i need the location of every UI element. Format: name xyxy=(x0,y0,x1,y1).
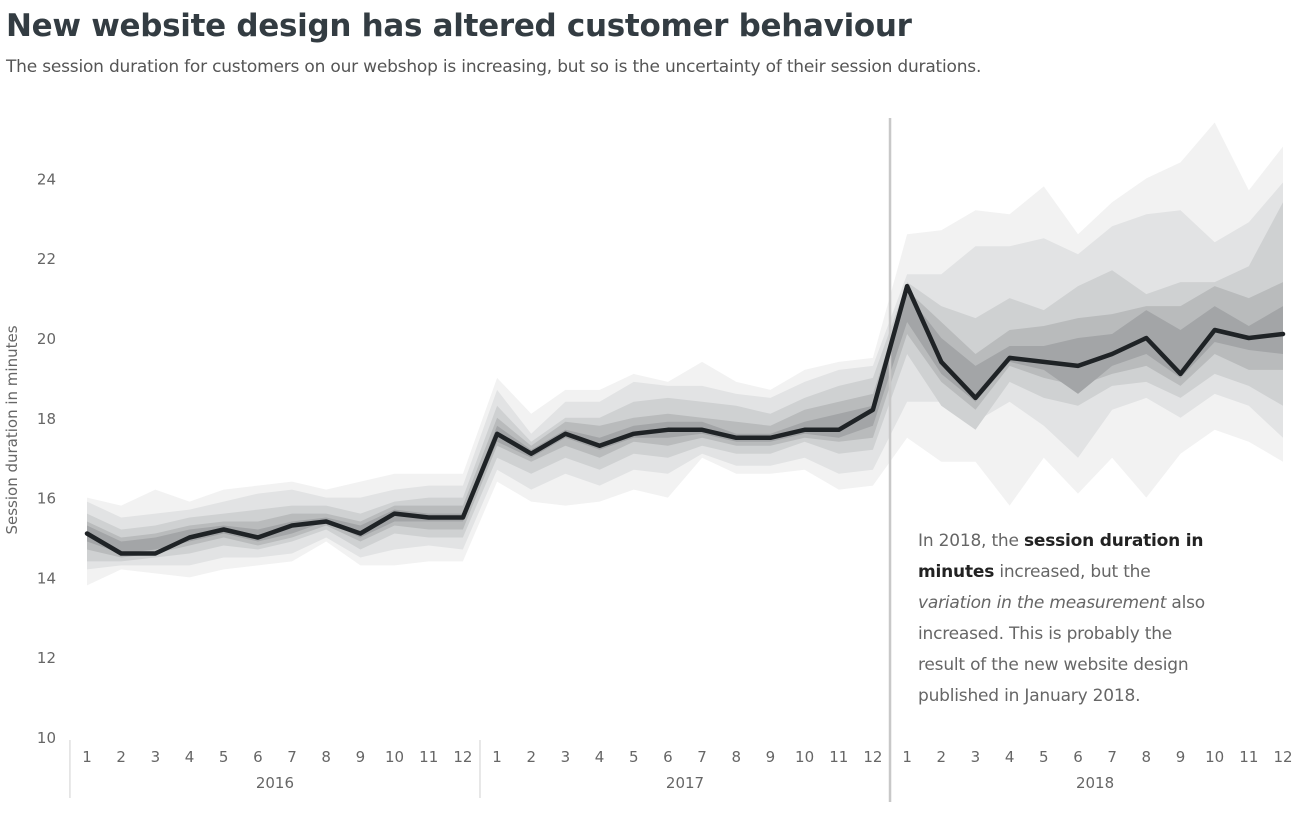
x-tick-label: 10 xyxy=(1205,748,1224,766)
x-tick-label: 5 xyxy=(629,748,639,766)
y-tick-label: 24 xyxy=(37,170,56,188)
x-tick-label: 11 xyxy=(419,748,438,766)
x-year-label: 2016 xyxy=(256,774,294,792)
x-tick-label: 6 xyxy=(663,748,673,766)
x-tick-label: 10 xyxy=(385,748,404,766)
x-tick-label: 11 xyxy=(1239,748,1258,766)
annotation-text-1: In 2018, the xyxy=(918,531,1024,551)
x-tick-label: 4 xyxy=(185,748,195,766)
x-tick-label: 9 xyxy=(356,748,366,766)
x-tick-label: 7 xyxy=(287,748,297,766)
x-tick-label: 7 xyxy=(697,748,707,766)
x-tick-label: 2 xyxy=(116,748,126,766)
y-tick-label: 22 xyxy=(37,250,56,268)
x-tick-label: 2 xyxy=(526,748,536,766)
x-tick-label: 8 xyxy=(321,748,331,766)
uncertainty-band-80 xyxy=(87,182,1283,570)
x-tick-label: 4 xyxy=(1005,748,1015,766)
y-tick-label: 10 xyxy=(37,729,56,747)
x-tick-label: 11 xyxy=(829,748,848,766)
uncertainty-band-10 xyxy=(87,294,1283,554)
annotation-italic: variation in the measurement xyxy=(918,593,1167,613)
y-tick-label: 12 xyxy=(37,649,56,667)
x-tick-label: 12 xyxy=(863,748,882,766)
chart-annotation: In 2018, the session duration in minutes… xyxy=(918,526,1218,712)
x-tick-label: 3 xyxy=(971,748,981,766)
x-tick-label: 1 xyxy=(82,748,92,766)
chart-subtitle: The session duration for customers on ou… xyxy=(6,57,982,77)
x-year-label: 2017 xyxy=(666,774,704,792)
y-tick-label: 16 xyxy=(37,490,56,508)
x-tick-label: 7 xyxy=(1107,748,1117,766)
y-tick-label: 18 xyxy=(37,410,56,428)
annotation-text-2: increased, but the xyxy=(994,562,1151,582)
x-tick-label: 3 xyxy=(561,748,571,766)
x-tick-label: 8 xyxy=(1142,748,1152,766)
x-tick-label: 3 xyxy=(151,748,161,766)
x-year-label: 2018 xyxy=(1076,774,1114,792)
y-tick-label: 14 xyxy=(37,569,56,587)
x-tick-label: 10 xyxy=(795,748,814,766)
x-tick-label: 9 xyxy=(766,748,776,766)
annotation-text-3: also increased. This is probably the res… xyxy=(918,593,1205,706)
x-tick-label: 12 xyxy=(1273,748,1292,766)
x-tick-label: 8 xyxy=(731,748,741,766)
uncertainty-band-25 xyxy=(87,282,1283,558)
uncertainty-band-95 xyxy=(87,122,1283,586)
y-tick-label: 20 xyxy=(37,330,56,348)
x-tick-label: 4 xyxy=(595,748,605,766)
x-tick-label: 1 xyxy=(492,748,502,766)
x-tick-label: 9 xyxy=(1176,748,1186,766)
x-tick-label: 12 xyxy=(453,748,472,766)
x-tick-label: 5 xyxy=(1039,748,1049,766)
x-tick-label: 6 xyxy=(1073,748,1083,766)
series-line xyxy=(84,283,1286,556)
chart-title: New website design has altered customer … xyxy=(6,8,912,44)
x-tick-label: 1 xyxy=(902,748,912,766)
x-tick-label: 6 xyxy=(253,748,263,766)
x-tick-label: 2 xyxy=(937,748,947,766)
annotation-bold: session duration in minutes xyxy=(918,531,1204,582)
x-tick-label: 5 xyxy=(219,748,229,766)
y-axis-label: Session duration in minutes xyxy=(3,325,21,534)
